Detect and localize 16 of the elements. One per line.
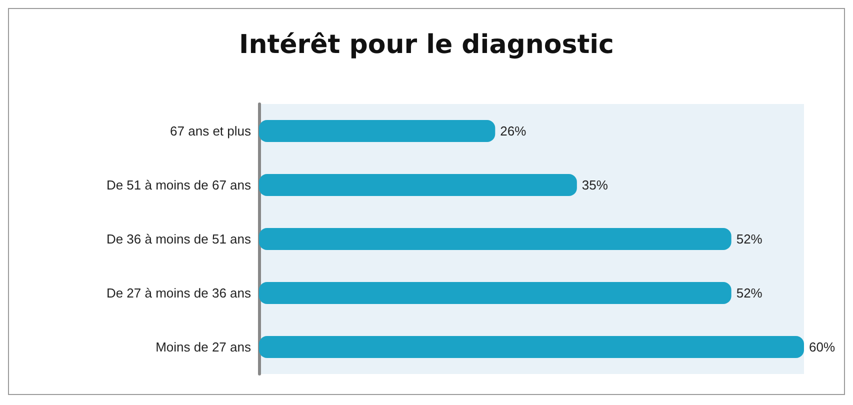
y-tick-label: De 27 à moins de 36 ans: [106, 286, 252, 300]
y-tick-label: De 36 à moins de 51 ans: [106, 232, 252, 246]
bar: [259, 174, 577, 196]
bar: [259, 228, 732, 250]
bar: [259, 336, 804, 358]
bar: [259, 282, 732, 304]
data-label: 60%: [809, 340, 836, 354]
data-label: 26%: [500, 124, 527, 138]
data-label: 35%: [582, 178, 608, 192]
data-label: 52%: [736, 286, 763, 300]
y-tick-label: 67 ans et plus: [170, 124, 252, 138]
y-tick-label: De 51 à moins de 67 ans: [106, 178, 252, 192]
y-tick-label: Moins de 27 ans: [156, 340, 252, 354]
bar: [259, 120, 496, 142]
chart-title: Intérêt pour le diagnostic: [239, 30, 614, 60]
data-label: 52%: [736, 232, 763, 246]
